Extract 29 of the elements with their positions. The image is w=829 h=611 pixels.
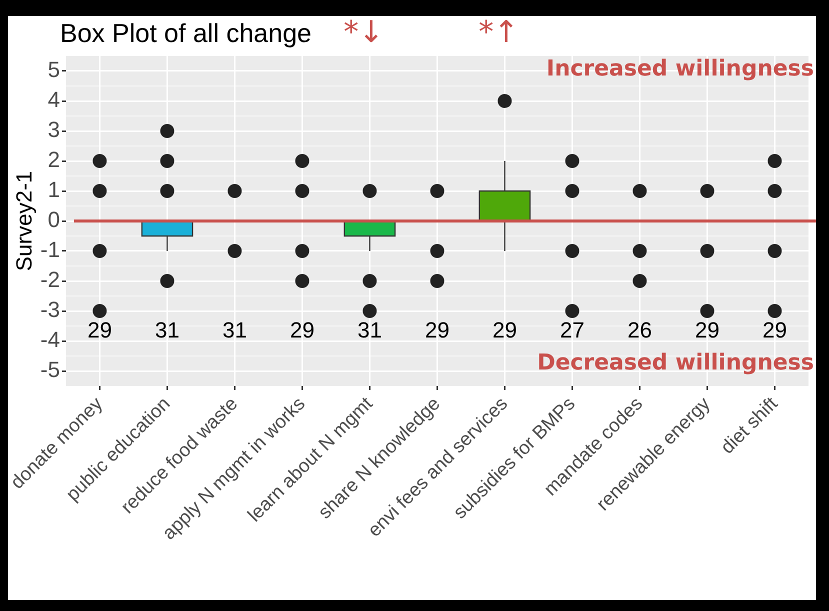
y-tick-label: -2 (40, 267, 60, 292)
annotation: 29 (762, 318, 787, 343)
text: *↑ (478, 14, 519, 50)
annotation: 31 (357, 318, 382, 343)
y-tick-label: 4 (48, 87, 60, 112)
text: *↓ (344, 14, 384, 50)
annotation: 29 (424, 318, 450, 343)
annotation: 26 (628, 318, 652, 343)
annotation: 31 (222, 318, 247, 343)
annotation: 29 (492, 318, 517, 343)
annotation: 29 (290, 318, 314, 343)
annotation: Increased willingness (546, 56, 814, 82)
y-tick-label: -1 (40, 237, 60, 262)
y-tick-label: 2 (48, 147, 60, 172)
y-tick-label: 0 (48, 207, 60, 232)
x-tick-label: diet shift (717, 392, 782, 458)
annotation: 27 (560, 318, 584, 343)
annotation: Decreased willingness (537, 350, 814, 376)
y-tick-label: 3 (48, 117, 60, 142)
annotation: 29 (695, 318, 720, 343)
y-tick-label: 1 (48, 177, 60, 202)
annotation: 31 (154, 318, 180, 343)
chart-title: Box Plot of all change (60, 18, 312, 48)
y-tick-label: -3 (40, 297, 60, 322)
y-tick-label: -5 (40, 357, 60, 382)
y-axis-title: Survey2-1 (11, 170, 36, 272)
y-tick-label: 5 (48, 57, 60, 82)
annotation: 29 (87, 318, 112, 343)
y-tick-label: -4 (40, 327, 60, 352)
